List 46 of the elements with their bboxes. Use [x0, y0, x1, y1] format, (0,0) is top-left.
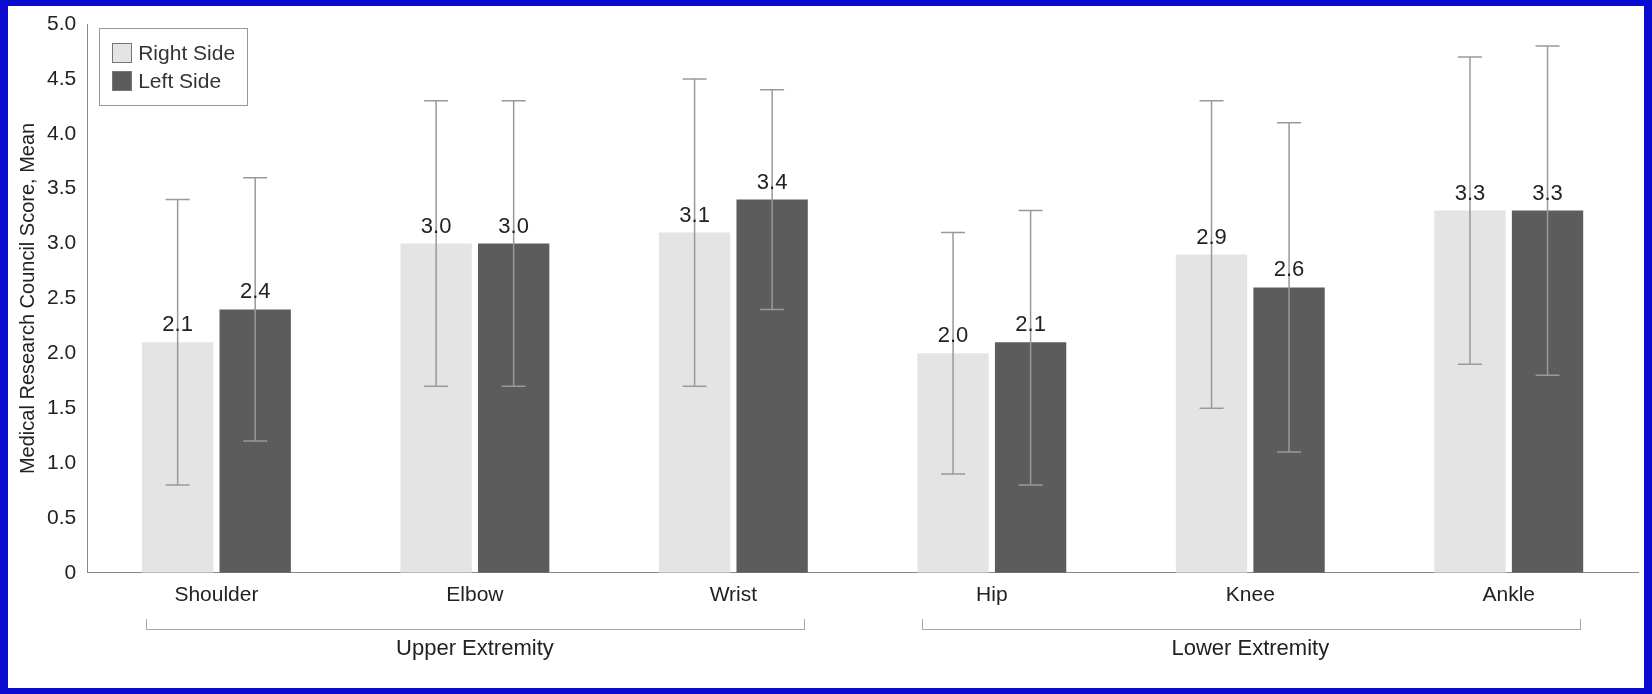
- data-label: 3.4: [756, 168, 788, 194]
- bar: [400, 243, 472, 573]
- bar: [658, 232, 731, 573]
- bar: [1434, 210, 1506, 573]
- data-label: 3.0: [498, 212, 529, 238]
- y-tick-label: 0: [64, 559, 77, 583]
- data-label: 2.1: [1015, 311, 1046, 337]
- x-tick-label: Shoulder: [174, 582, 259, 606]
- y-tick-label: 2.0: [46, 340, 77, 364]
- text: Lower Extremity: [1171, 634, 1330, 661]
- data-label: 3.3: [1454, 179, 1486, 205]
- bar: [1253, 287, 1325, 573]
- y-tick-label: 1.0: [46, 449, 77, 473]
- bar: [219, 309, 291, 573]
- legend-label: Left Side: [138, 69, 222, 93]
- y-axis-title: Medical Research Council Score, Mean: [15, 122, 38, 475]
- x-tick-label: Knee: [1225, 582, 1275, 606]
- bar: [478, 243, 550, 573]
- x-tick-label: Elbow: [446, 582, 505, 606]
- bar: [141, 342, 214, 573]
- text: Upper Extremity: [396, 634, 554, 661]
- bar: [1511, 210, 1584, 573]
- data-label: 2.4: [239, 278, 271, 304]
- x-tick-label: Wrist: [709, 582, 758, 606]
- bar: [917, 353, 989, 573]
- bar: [736, 199, 808, 573]
- y-tick-label: 3.0: [46, 230, 77, 254]
- y-tick-label: 4.5: [46, 65, 77, 89]
- y-tick-label: 5.0: [46, 10, 77, 34]
- legend-label: Right Side: [138, 41, 236, 65]
- x-tick-label: Ankle: [1482, 582, 1536, 606]
- data-label: 2.9: [1196, 223, 1227, 249]
- bar: [1175, 254, 1248, 573]
- data-label: 3.0: [420, 212, 452, 238]
- x-tick-label: Hip: [976, 582, 1008, 606]
- bar: [994, 342, 1067, 573]
- y-tick-label: 2.5: [46, 285, 77, 309]
- y-tick-label: 1.5: [46, 394, 77, 418]
- y-tick-label: 0.5: [46, 504, 77, 528]
- y-tick-label: 3.5: [46, 175, 77, 199]
- y-tick-label: 4.0: [46, 120, 77, 144]
- data-label: 3.1: [679, 201, 710, 227]
- data-label: 3.3: [1532, 179, 1563, 205]
- data-label: 2.6: [1273, 256, 1305, 282]
- data-label: 2.1: [162, 311, 193, 337]
- data-label: 2.0: [937, 322, 969, 348]
